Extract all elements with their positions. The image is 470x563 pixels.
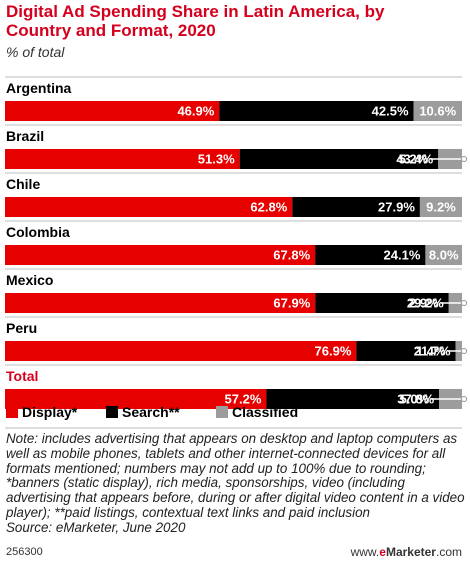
legend-label-search: Search** [122,404,180,420]
value-label-search-chile: 27.9% [378,200,415,215]
bar-classified-chile [419,197,462,217]
category-label-peru: Peru [6,320,37,336]
bar-search-peru [356,341,456,361]
bar-display-total [5,389,267,409]
category-label-total: Total [6,368,38,384]
category-label-brazil: Brazil [6,128,44,144]
value-label-display-chile: 62.8% [250,200,287,215]
category-label-argentina: Argentina [6,80,72,96]
brand-em: e [379,545,386,559]
value-label-search-total: 37.8% [397,392,434,407]
legend-swatch-display [6,406,18,418]
value-label-classified-total: 5.0% [400,392,430,407]
bar-search-colombia [315,245,426,265]
leader-dot-brazil [460,155,468,163]
brand-prefix: www. [350,545,380,559]
bar-search-brazil [239,149,439,169]
value-label-search-argentina: 42.5% [372,104,409,119]
bar-search-total [266,389,440,409]
bar-display-colombia [5,245,316,265]
category-label-chile: Chile [6,176,40,192]
leader-dot-mexico [460,299,468,307]
value-label-classified-chile: 9.2% [426,200,456,215]
bar-search-argentina [219,101,414,121]
chart-id: 256300 [6,546,43,558]
brand-name: Marketer [385,545,436,559]
emarketer-logo: www.eMarketer.com [351,545,462,559]
value-label-search-colombia: 24.1% [384,248,421,263]
source-text: Source: eMarketer, June 2020 [6,519,186,535]
chart-note: Note: includes advertising that appears … [6,431,466,536]
value-label-search-peru: 21.7% [414,344,451,359]
value-label-display-colombia: 67.8% [273,248,310,263]
category-label-colombia: Colombia [6,224,70,240]
bar-search-mexico [315,293,449,313]
chart-subtitle: % of total [6,44,65,60]
bar-display-chile [5,197,293,217]
value-label-search-mexico: 29.2% [407,296,444,311]
value-label-display-argentina: 46.9% [177,104,214,119]
legend-swatch-classified [216,406,228,418]
bar-display-peru [5,341,357,361]
value-label-display-peru: 76.9% [315,344,352,359]
value-label-classified-argentina: 10.6% [419,104,456,119]
brand-suffix: .com [435,545,462,559]
bar-display-argentina [5,101,220,121]
value-label-classified-brazil: 5.2% [399,152,429,167]
value-label-search-brazil: 43.4% [396,152,433,167]
bar-display-brazil [5,149,240,169]
leader-dot-total [460,395,468,403]
legend-swatch-search [106,406,118,418]
chart-title: Digital Ad Spending Share in Latin Ameri… [6,2,385,40]
value-label-classified-mexico: 2.9% [409,296,439,311]
bar-classified-colombia [425,245,462,265]
value-label-classified-peru: 1.4% [416,344,446,359]
value-label-display-brazil: 51.3% [198,152,235,167]
note-text: Note: includes advertising that appears … [6,431,465,520]
value-label-display-mexico: 67.9% [273,296,310,311]
bar-search-chile [292,197,420,217]
bar-classified-argentina [413,101,462,121]
legend-label-display: Display* [22,404,78,420]
leader-dot-peru [460,347,468,355]
bar-display-mexico [5,293,316,313]
value-label-classified-colombia: 8.0% [429,248,459,263]
value-label-display-total: 57.2% [225,392,262,407]
category-label-mexico: Mexico [6,272,53,288]
legend-label-classified: Classified [232,404,298,420]
